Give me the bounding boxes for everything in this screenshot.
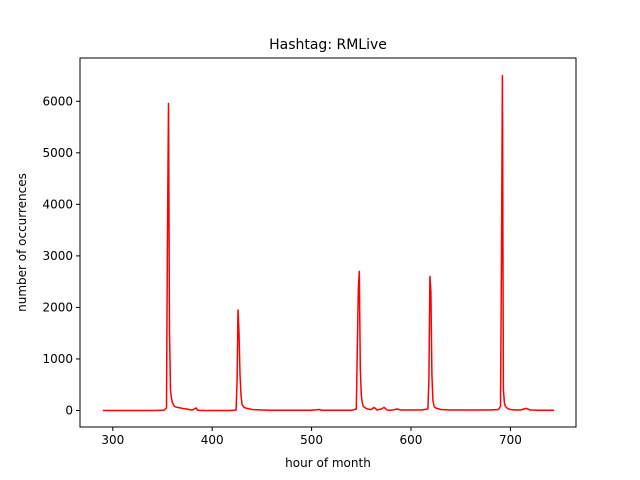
x-tick-label: 300 <box>101 433 124 447</box>
y-tick-label: 4000 <box>42 197 73 211</box>
y-axis-label: number of occurrences <box>15 173 29 312</box>
y-tick-label: 6000 <box>42 94 73 108</box>
x-tick-label: 700 <box>499 433 522 447</box>
y-tick-label: 3000 <box>42 249 73 263</box>
y-tick-label: 0 <box>65 404 73 418</box>
y-tick-label: 1000 <box>42 352 73 366</box>
chart-title: Hashtag: RMLive <box>269 37 387 53</box>
x-axis-label: hour of month <box>285 456 371 470</box>
x-tick-label: 500 <box>300 433 323 447</box>
y-tick-label: 2000 <box>42 300 73 314</box>
plot-area: 300 400 500 600 700 0 1000 2000 3000 4000 5000 6000 <box>42 74 555 447</box>
x-tick-label: 600 <box>400 433 423 447</box>
axes-frame <box>79 57 577 428</box>
y-tick-label: 5000 <box>42 146 73 160</box>
x-tick-label: 400 <box>201 433 224 447</box>
series-line-1 <box>102 74 555 412</box>
